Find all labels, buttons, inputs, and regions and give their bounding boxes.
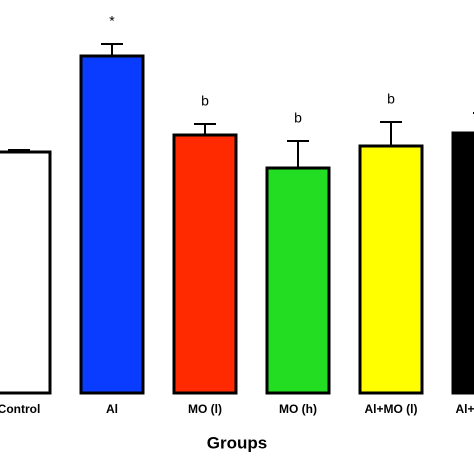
annotation: b bbox=[387, 91, 395, 107]
x-tick-label: Al+MO (h) bbox=[456, 402, 474, 416]
annotation: b bbox=[201, 93, 209, 109]
bar bbox=[358, 144, 424, 395]
x-tick-label: MO (h) bbox=[279, 402, 317, 416]
bar bbox=[0, 150, 52, 395]
bar bbox=[265, 166, 331, 395]
bar bbox=[451, 131, 474, 395]
x-tick-label: Control bbox=[0, 402, 40, 416]
annotation: * bbox=[109, 13, 115, 29]
annotation: b bbox=[294, 110, 302, 126]
x-tick-label: Al+MO (l) bbox=[365, 402, 418, 416]
bar bbox=[172, 133, 238, 395]
x-tick-label: MO (l) bbox=[188, 402, 222, 416]
x-tick-label: Al bbox=[106, 402, 118, 416]
bar bbox=[79, 54, 145, 395]
x-axis-title: Groups bbox=[207, 433, 267, 452]
